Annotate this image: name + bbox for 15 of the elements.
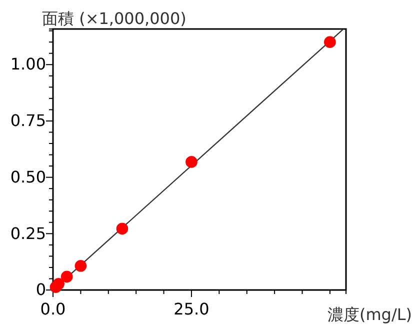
x-tick-label: 0.0 [40,300,66,319]
point [324,36,336,48]
point [74,260,87,272]
point [186,156,198,168]
y-tick-label: 0.25 [10,224,46,243]
point [60,270,73,283]
x-tick-label: 25.0 [174,300,210,319]
point [50,281,62,293]
point [116,222,128,235]
y-tick-label: 1.00 [10,54,46,74]
y-tick-label: 0.75 [10,111,46,130]
y-tick-label: 0 [36,280,46,300]
y-tick-label: 0.50 [10,167,46,186]
x-axis-title: 濃度(mg/L) [327,305,412,324]
y-axis-title: 面積 (×1,000,000) [42,9,186,28]
